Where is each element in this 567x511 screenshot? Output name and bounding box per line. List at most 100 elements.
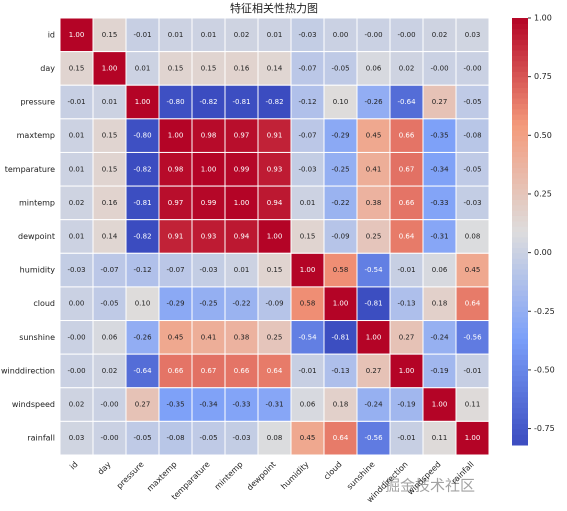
heatmap-cell bbox=[389, 84, 424, 120]
cell-label: -0.03 bbox=[199, 266, 217, 274]
watermark: 掘金技术社区 bbox=[385, 477, 475, 495]
colorbar-segment bbox=[512, 311, 528, 318]
cell-label: 0.06 bbox=[366, 64, 382, 72]
x-tick-label: dewpoint bbox=[245, 460, 277, 492]
cell-label: 0.98 bbox=[201, 132, 217, 140]
cell-label: 0.18 bbox=[333, 401, 349, 409]
cell-label: -0.81 bbox=[364, 300, 382, 308]
cell-label: -0.01 bbox=[463, 367, 481, 375]
cell-label: 1.00 bbox=[69, 31, 85, 39]
cell-label: -0.01 bbox=[397, 434, 415, 442]
colorbar-segment bbox=[512, 226, 528, 232]
y-tick-label: rainfall bbox=[27, 434, 55, 443]
cell-label: 0.11 bbox=[465, 401, 481, 409]
cell-label: -0.64 bbox=[397, 98, 416, 106]
colorbar-segment bbox=[512, 386, 528, 393]
cell-label: 0.45 bbox=[366, 132, 382, 140]
colorbar-segment bbox=[512, 343, 528, 350]
cell-label: -0.07 bbox=[100, 266, 118, 274]
heatmap-cell bbox=[125, 420, 160, 456]
heatmap-cell bbox=[356, 320, 391, 355]
colorbar-segment bbox=[512, 327, 528, 334]
cell-label: 0.10 bbox=[135, 300, 151, 308]
cell-label: 1.00 bbox=[300, 266, 316, 274]
cell-label: -0.00 bbox=[100, 434, 118, 442]
cell-label: -0.64 bbox=[133, 367, 152, 375]
heatmap-cell bbox=[257, 320, 292, 355]
colorbar-segment bbox=[512, 279, 528, 286]
cell-label: -0.19 bbox=[397, 401, 415, 409]
colorbar-segment bbox=[512, 402, 528, 409]
colorbar-segment bbox=[512, 135, 528, 142]
cell-label: 0.27 bbox=[135, 401, 151, 409]
colorbar-tick-label: 0.25 bbox=[534, 189, 552, 198]
cell-label: 0.06 bbox=[102, 333, 118, 341]
cell-label: 0.25 bbox=[366, 233, 382, 241]
cell-label: 0.94 bbox=[267, 199, 283, 207]
heatmap-cell bbox=[389, 118, 424, 153]
colorbar-segment bbox=[512, 199, 528, 206]
cell-label: 0.27 bbox=[432, 98, 448, 106]
cell-label: -0.82 bbox=[265, 98, 283, 106]
colorbar-segment bbox=[512, 162, 528, 168]
cell-label: 0.38 bbox=[234, 333, 250, 341]
x-tick-label: sunshine bbox=[345, 460, 377, 492]
cell-label: 0.66 bbox=[399, 132, 415, 140]
colorbar-segment bbox=[512, 146, 528, 152]
colorbar-segment bbox=[512, 140, 528, 147]
heatmap-cell bbox=[389, 151, 424, 187]
colorbar-segment bbox=[512, 103, 528, 110]
heatmap-cell bbox=[191, 118, 226, 153]
heatmap-cell bbox=[224, 84, 259, 120]
heatmap-cell bbox=[92, 151, 127, 187]
cell-label: 0.64 bbox=[333, 434, 349, 442]
colorbar-segment bbox=[512, 66, 528, 72]
cell-label: -0.35 bbox=[166, 401, 184, 409]
colorbar-segment bbox=[512, 167, 528, 174]
cell-label: -0.00 bbox=[430, 64, 448, 72]
cell-label: 0.98 bbox=[168, 165, 184, 173]
heatmap-cell bbox=[356, 420, 391, 456]
colorbar-segment bbox=[512, 434, 528, 441]
cell-label: -0.80 bbox=[133, 132, 151, 140]
cell-label: 0.91 bbox=[267, 132, 283, 140]
heatmap-cell bbox=[257, 17, 292, 53]
cell-label: 0.02 bbox=[234, 31, 250, 39]
colorbar-tick-label: 0.00 bbox=[534, 248, 552, 257]
colorbar-segment bbox=[512, 188, 528, 195]
cell-label: -0.25 bbox=[331, 165, 349, 173]
cell-label: 1.00 bbox=[267, 233, 283, 241]
colorbar-segment bbox=[512, 412, 528, 419]
colorbar-segment bbox=[512, 423, 528, 430]
cell-label: -0.33 bbox=[232, 401, 250, 409]
cell-label: -0.05 bbox=[463, 98, 481, 106]
heatmap-cell bbox=[224, 17, 259, 53]
colorbar-segment bbox=[512, 119, 528, 126]
heatmap-cell bbox=[422, 420, 457, 456]
cell-label: 0.97 bbox=[168, 199, 184, 207]
cell-label: 0.15 bbox=[168, 64, 184, 72]
x-tick-label: day bbox=[96, 460, 113, 477]
cell-label: 0.64 bbox=[267, 367, 283, 375]
cell-label: 0.01 bbox=[69, 165, 85, 173]
colorbar-segment bbox=[512, 268, 528, 275]
cell-label: -0.31 bbox=[265, 401, 283, 409]
heatmap-cell bbox=[125, 320, 160, 355]
cell-label: -0.25 bbox=[199, 300, 217, 308]
cell-label: 0.02 bbox=[432, 31, 448, 39]
cell-label: 0.64 bbox=[399, 233, 415, 241]
cell-label: 0.64 bbox=[465, 300, 481, 308]
colorbar-segment bbox=[512, 359, 528, 366]
cell-label: 0.15 bbox=[102, 165, 118, 173]
cell-label: 0.67 bbox=[399, 165, 415, 173]
heatmap-cell bbox=[92, 320, 127, 355]
cell-label: -0.09 bbox=[331, 233, 349, 241]
heatmap-cell bbox=[422, 151, 457, 187]
cell-label: 1.00 bbox=[432, 401, 448, 409]
heatmap-cell bbox=[422, 387, 457, 422]
colorbar-segment bbox=[512, 114, 528, 120]
cell-label: 0.58 bbox=[333, 266, 349, 274]
cell-label: -0.07 bbox=[166, 266, 184, 274]
colorbar-segment bbox=[512, 194, 528, 200]
